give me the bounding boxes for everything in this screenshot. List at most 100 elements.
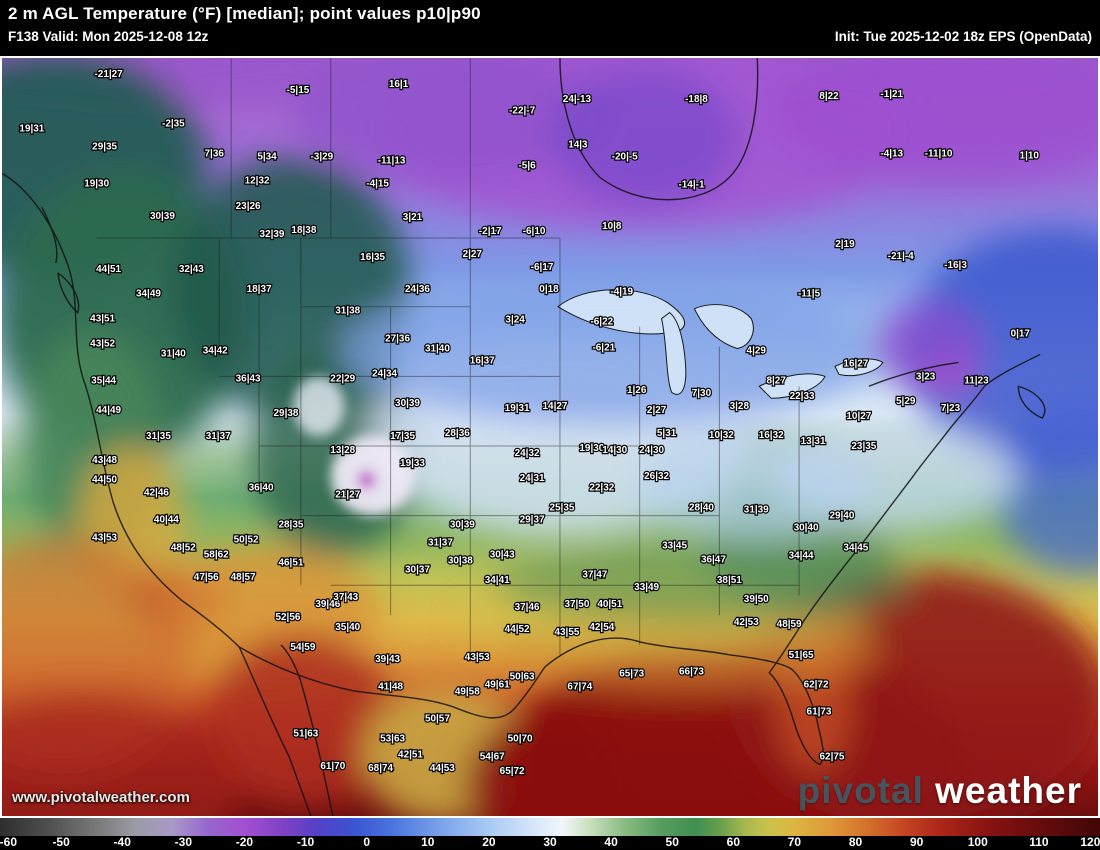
point-value: 43|53 xyxy=(92,532,117,543)
point-value: 11|23 xyxy=(964,375,989,386)
point-value: 61|70 xyxy=(320,761,345,772)
point-value: 68|74 xyxy=(368,763,393,774)
point-value: 18|38 xyxy=(291,225,316,236)
point-value: 16|37 xyxy=(470,355,495,366)
point-value: 54|67 xyxy=(480,751,505,762)
point-value: -20|-5 xyxy=(612,151,638,162)
point-value: -6|21 xyxy=(592,342,615,353)
point-value: 18|37 xyxy=(247,284,272,295)
point-value: 5|34 xyxy=(257,151,277,162)
point-value: 54|59 xyxy=(290,642,315,653)
point-value: 22|33 xyxy=(790,391,815,402)
point-value: 10|27 xyxy=(846,411,871,422)
point-value: 50|52 xyxy=(234,534,259,545)
colorbar-tick: -10 xyxy=(296,835,315,849)
init-time-label: Init: Tue 2025-12-02 18z EPS (OpenData) xyxy=(834,29,1092,44)
point-value: 24|36 xyxy=(405,284,430,295)
colorbar-tick: 100 xyxy=(967,835,988,849)
point-value: 16|35 xyxy=(360,252,385,263)
point-value: 16|32 xyxy=(759,430,784,441)
point-value: -21|27 xyxy=(94,69,123,80)
point-value: 37|47 xyxy=(582,569,607,580)
temperature-map: -21|27 -5|15 16|1 -22|-7 24|-13 -18|8 8|22 -1|2… xyxy=(2,58,1098,816)
point-value: 2|19 xyxy=(835,239,855,250)
point-value: -18|8 xyxy=(685,94,708,105)
point-value: 39|43 xyxy=(375,654,400,665)
colorbar-tick: -40 xyxy=(113,835,131,849)
colorbar-tick: 110 xyxy=(1029,835,1049,849)
point-value: 43|48 xyxy=(92,455,117,466)
point-value: 34|45 xyxy=(843,542,868,553)
point-value: -5|15 xyxy=(287,85,310,96)
point-value: 24|30 xyxy=(639,445,664,456)
colorbar-tick: 80 xyxy=(848,835,863,849)
point-value: 10|8 xyxy=(602,221,622,232)
point-value: 19|30 xyxy=(579,443,604,454)
point-value: 17|35 xyxy=(390,431,415,442)
point-value: 62|72 xyxy=(804,680,829,691)
point-value: 1|10 xyxy=(1020,150,1040,161)
map-canvas: -21|27 -5|15 16|1 -22|-7 24|-13 -18|8 8|22 -1|2… xyxy=(0,56,1100,818)
point-value: 38|51 xyxy=(717,575,742,586)
point-value: -14|-1 xyxy=(678,179,704,190)
point-value: -4|13 xyxy=(880,148,903,159)
point-value: 40|44 xyxy=(154,515,179,526)
point-value: -1|21 xyxy=(880,89,903,100)
point-value: 31|35 xyxy=(146,431,171,442)
point-value: 43|55 xyxy=(554,627,579,638)
point-value: 44|52 xyxy=(505,624,530,635)
point-value: 25|35 xyxy=(550,503,575,514)
pivotalweather-logo: pivotal weather xyxy=(798,770,1082,812)
colorbar-tick: -50 xyxy=(52,835,70,849)
point-value: 26|32 xyxy=(644,471,669,482)
point-value: 13|28 xyxy=(330,445,355,456)
point-value: 30|39 xyxy=(450,520,475,531)
point-value: -11|5 xyxy=(798,289,821,300)
point-value: 14|27 xyxy=(543,401,568,412)
point-value: -5|6 xyxy=(518,160,536,171)
temperature-colorbar: -60 -50 -40 -30 -20 -10 0 10 20 30 40 50 60 70 80 90 100… xyxy=(0,818,1100,850)
point-value: -11|10 xyxy=(925,148,953,159)
point-value: 24|31 xyxy=(520,473,545,484)
point-value: 31|38 xyxy=(335,306,360,317)
point-value: 7|23 xyxy=(941,403,961,414)
colorbar-tick: -20 xyxy=(235,835,254,849)
point-value: 62|75 xyxy=(820,751,845,762)
point-value: 34|44 xyxy=(789,550,814,561)
point-value: -21|-4 xyxy=(888,251,914,262)
point-value: 40|51 xyxy=(597,599,622,610)
point-value: 8|22 xyxy=(819,91,839,102)
point-value: 66|73 xyxy=(679,667,704,678)
point-value: 27|36 xyxy=(385,334,410,345)
point-value: 3|28 xyxy=(730,401,750,412)
colorbar-tick: 10 xyxy=(421,835,435,849)
point-value: 58|62 xyxy=(204,549,229,560)
point-value: 4|29 xyxy=(747,345,767,356)
point-value: 29|37 xyxy=(520,515,545,526)
point-value: 29|35 xyxy=(92,142,117,153)
point-value: 3|24 xyxy=(505,315,525,326)
point-value: -2|35 xyxy=(162,119,185,130)
point-value: 48|57 xyxy=(231,572,256,583)
colorbar-tick-row: -60 -50 -40 -30 -20 -10 0 10 20 30 40 50 60 70 80 90 100… xyxy=(0,836,1100,850)
point-value: 44|51 xyxy=(96,264,121,275)
point-value: 32|39 xyxy=(260,229,285,240)
point-value: 32|43 xyxy=(179,264,204,275)
page-title: 2 m AGL Temperature (°F) [median]; point… xyxy=(8,4,481,23)
point-value: 8|27 xyxy=(766,375,786,386)
point-value: 36|43 xyxy=(236,373,261,384)
point-value: 36|40 xyxy=(249,483,274,494)
point-value: 22|29 xyxy=(330,373,355,384)
point-value: -3|29 xyxy=(310,151,333,162)
point-value: 31|40 xyxy=(425,343,450,354)
point-value: 10|32 xyxy=(709,430,734,441)
colorbar-tick: 0 xyxy=(363,835,370,849)
point-value: 50|57 xyxy=(425,714,450,725)
valid-time-label: F138 Valid: Mon 2025-12-08 12z xyxy=(8,29,209,44)
point-value: 0|18 xyxy=(539,284,559,295)
point-value: 0|17 xyxy=(1011,329,1031,340)
point-value: 51|65 xyxy=(789,650,814,661)
point-value: 7|36 xyxy=(205,148,225,159)
point-value: 13|31 xyxy=(801,436,826,447)
